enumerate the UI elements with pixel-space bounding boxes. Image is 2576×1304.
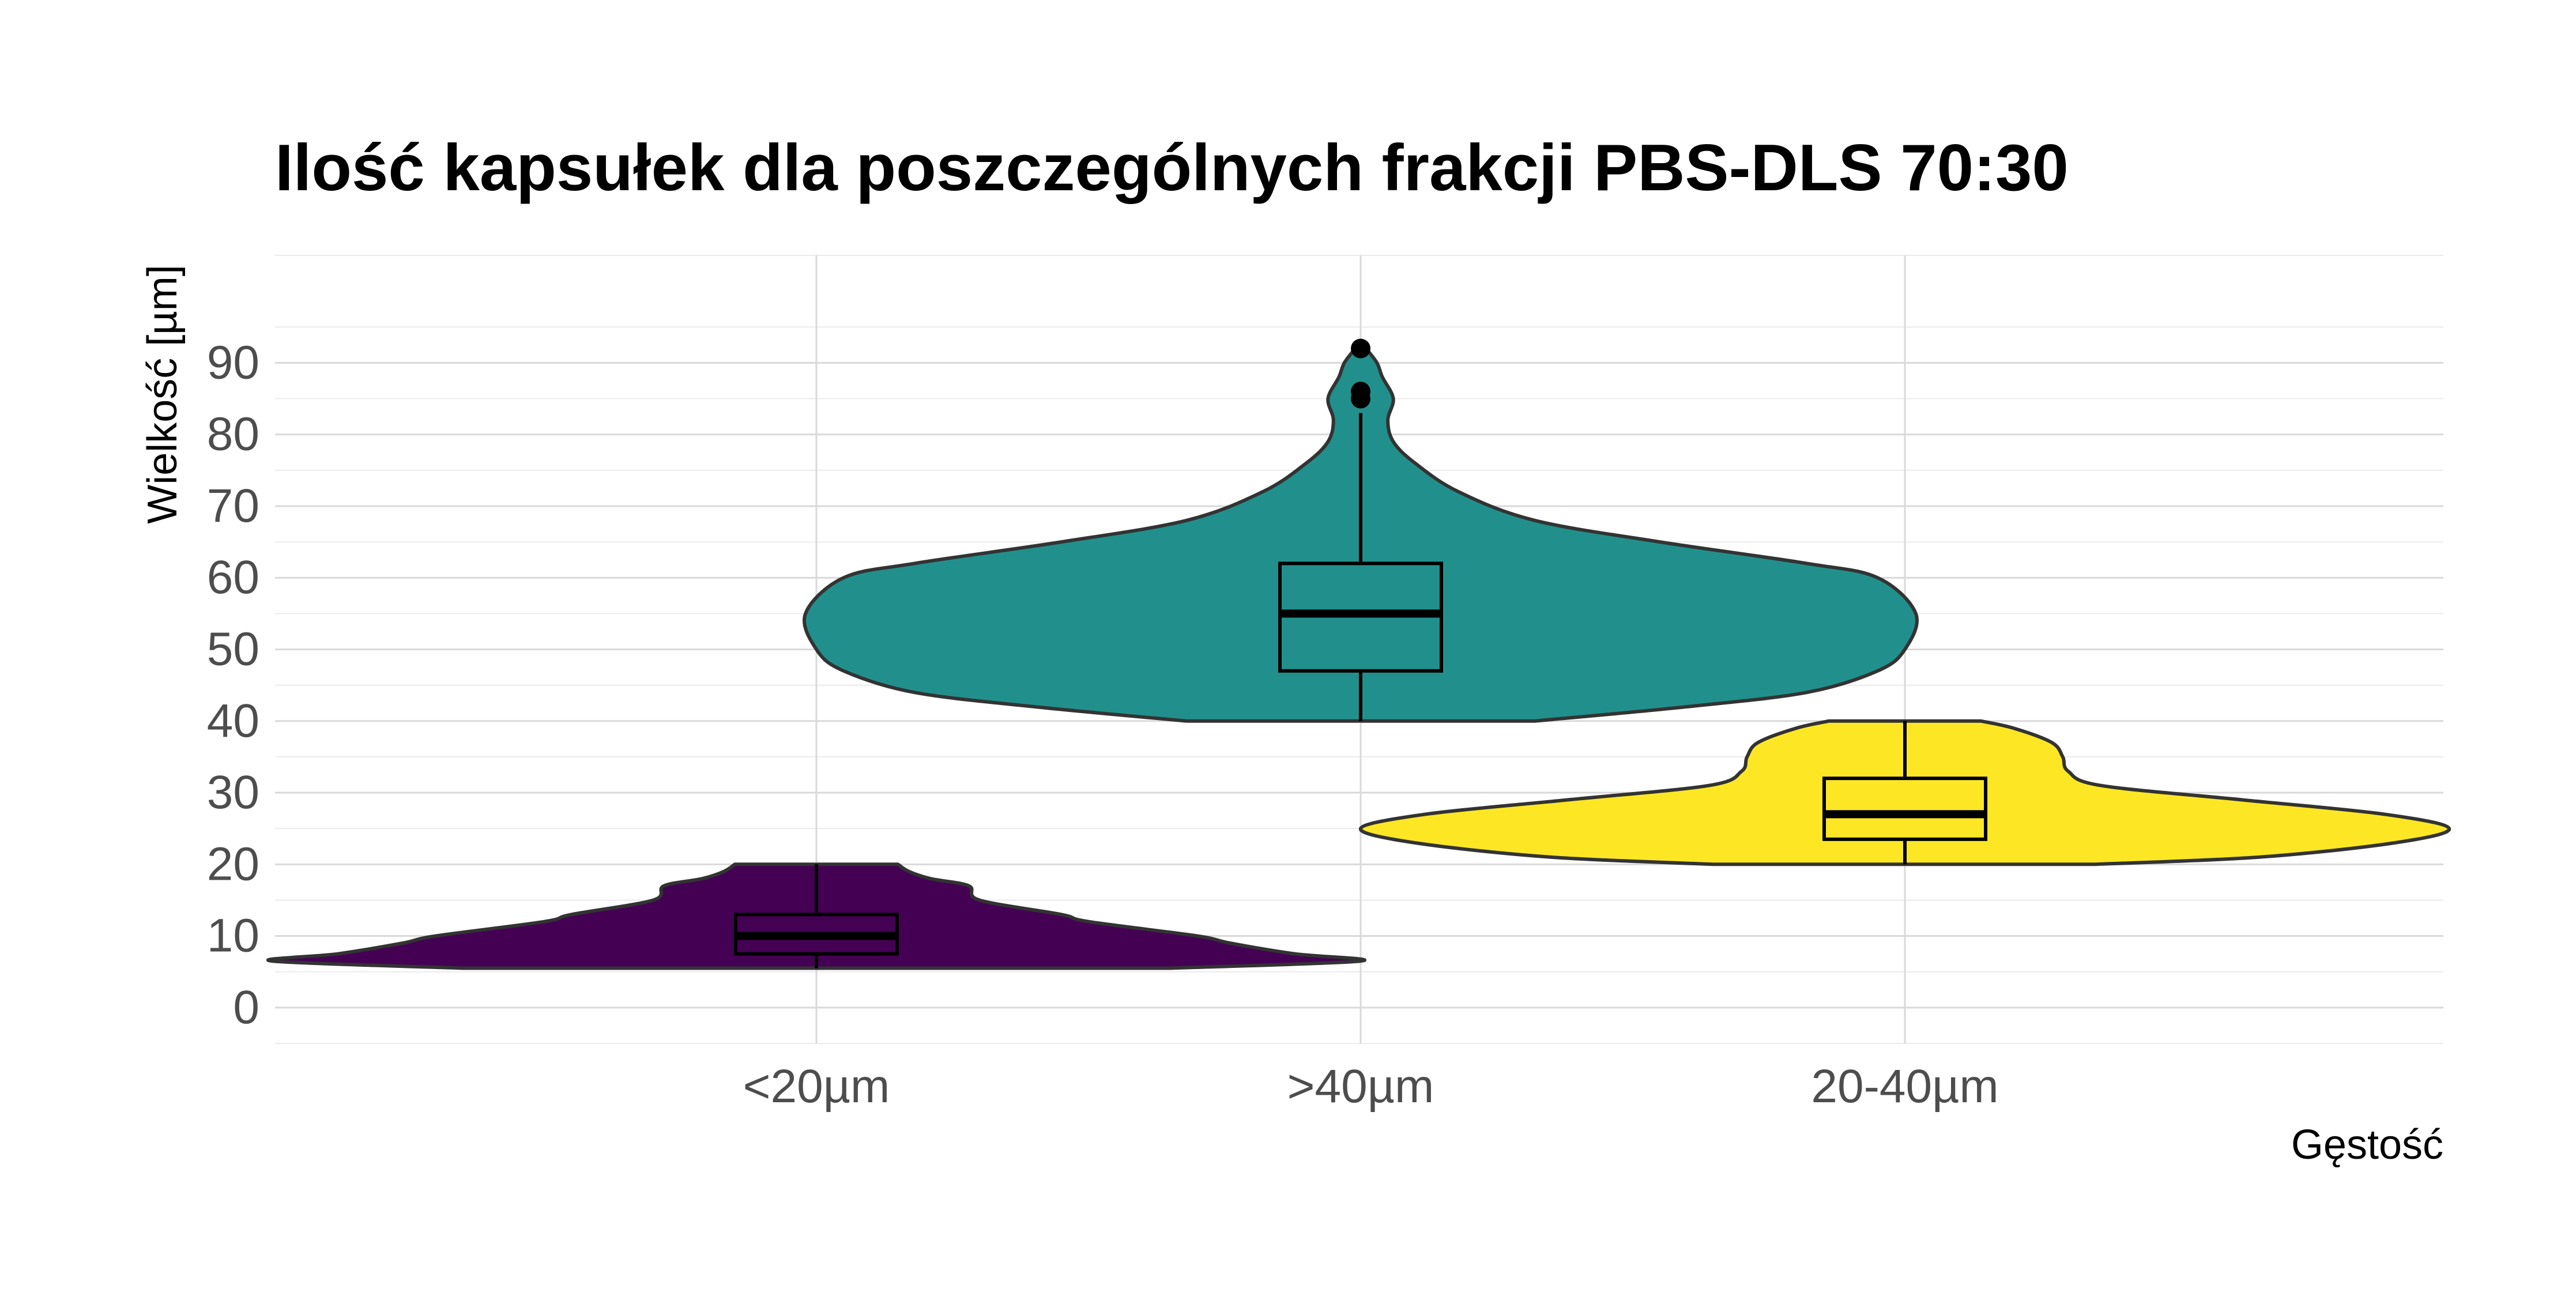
x-tick-labels: <20µm >40µm 20-40µm bbox=[743, 1060, 1999, 1113]
x-tick-label: >40µm bbox=[1287, 1060, 1434, 1113]
violin-0 bbox=[266, 862, 1367, 970]
y-tick-label: 70 bbox=[207, 480, 259, 532]
y-tick-label: 80 bbox=[207, 408, 259, 461]
boxplots bbox=[734, 338, 1987, 968]
y-tick-label: 0 bbox=[233, 981, 259, 1034]
x-tick-label: <20µm bbox=[743, 1060, 890, 1113]
violins bbox=[266, 346, 2451, 970]
outlier-point bbox=[1351, 338, 1370, 359]
y-tick-label: 40 bbox=[207, 695, 259, 747]
chart-title: Ilość kapsułek dla poszczególnych frakcj… bbox=[275, 131, 2069, 205]
y-tick-label: 50 bbox=[207, 623, 259, 676]
y-tick-label: 90 bbox=[207, 336, 259, 389]
x-tick-label: 20-40µm bbox=[1811, 1060, 1998, 1113]
y-axis-title: Wielkość [µm] bbox=[140, 265, 186, 524]
outlier-point bbox=[1351, 382, 1370, 402]
iqr-box bbox=[1822, 777, 1987, 841]
y-tick-label: 30 bbox=[207, 766, 259, 819]
y-tick-label: 20 bbox=[207, 838, 259, 890]
y-tick-label: 60 bbox=[207, 551, 259, 604]
violin-2 bbox=[1359, 719, 2451, 866]
y-tick-label: 10 bbox=[207, 910, 259, 962]
y-tick-labels: 0 10 20 30 40 50 60 70 80 90 bbox=[207, 336, 259, 1033]
x-axis-title: Gęstość bbox=[2291, 1122, 2443, 1168]
